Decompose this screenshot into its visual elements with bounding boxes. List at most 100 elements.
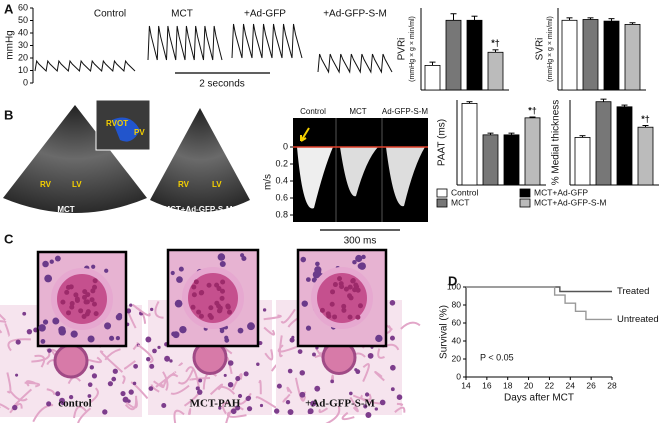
nucleus [307,410,312,415]
survival-line [466,286,612,321]
nucleus [115,335,121,341]
nucleus [305,277,311,282]
tissue-strand [0,320,7,334]
tissue-strand [187,408,192,416]
blood-cell [226,309,232,315]
nucleus [311,277,317,283]
bar [574,136,591,186]
nucleus [170,270,175,276]
blood-cell [220,288,226,294]
nucleus [152,348,157,354]
nucleus [390,364,396,371]
blood-cell [214,300,220,306]
tissue-strand [73,405,87,419]
nucleus [161,403,167,409]
tissue-strand [25,380,36,387]
tissue-strand [137,344,154,364]
y-tick-label: 0 [283,141,288,151]
nucleus [389,300,396,306]
structure-label: LV [72,180,82,189]
blood-cell [196,309,202,315]
nucleus [352,259,357,265]
scale-bar-label: 2 seconds [199,79,245,90]
tissue-strand [7,338,31,352]
blood-cell [343,286,349,292]
blood-cell [357,303,363,309]
structure-label: RV [40,180,52,189]
nucleus [312,270,321,279]
tissue-strand [173,409,185,423]
tissue-strand [280,308,296,324]
tissue-strand [264,349,274,361]
blood-cell [332,314,338,320]
nucleus [148,386,154,391]
blood-cell [84,311,90,317]
nucleus [227,381,234,388]
nucleus [219,260,226,267]
nucleus [259,403,264,408]
tissue-strand [377,348,385,359]
blood-cell [337,276,343,282]
blood-cell [81,294,87,300]
panel-label: A [4,1,14,16]
y-tick-label: 60 [452,317,462,327]
nucleus [58,328,67,336]
blood-cell [84,299,90,305]
tissue-strand [34,354,46,368]
tissue-strand [123,360,136,370]
nucleus [15,373,19,377]
annotation: P < 0.05 [480,352,514,362]
bar [624,23,641,91]
x-axis-label: Days after MCT [504,393,574,404]
group-label: MCT [349,107,366,116]
tissue-strand [9,402,23,414]
legend-swatch [519,188,531,198]
blood-cell [355,314,361,320]
nucleus [315,261,320,267]
image-caption: MCT-PAH [190,398,241,410]
y-axis-label: m/s [263,174,274,190]
nucleus [365,412,372,418]
nucleus [314,385,321,392]
nucleus [150,307,154,312]
nucleus [258,340,263,346]
image-caption: control [58,398,91,410]
x-tick-label: 18 [503,380,513,390]
bar [524,117,541,186]
y-tick-label: 0.2 [275,158,288,168]
nucleus [287,368,293,374]
nucleus [299,391,306,398]
blood-cell [199,290,205,296]
vessel [53,343,89,379]
legend-label: MCT+Ad-GFP-S-M [534,197,607,207]
bar [503,134,520,186]
legend-label: Control [451,187,479,197]
nucleus [273,408,280,414]
blood-cell [219,295,225,301]
nucleus [54,255,61,262]
tissue-strand [231,373,243,391]
series-label: Treated [617,286,649,297]
nucleus [227,360,234,366]
nucleus [237,393,243,399]
nucleus [126,308,132,314]
bar [561,19,578,91]
nucleus [26,328,33,335]
y-axis-label: PVRi [397,38,408,61]
nucleus [195,386,200,391]
nucleus [157,345,161,350]
nucleus [112,368,118,374]
tissue-strand [352,393,372,401]
tissue-strand [77,407,92,423]
tissue-strand [99,350,124,373]
bar [487,51,504,91]
nucleus [355,254,363,263]
tissue-strand [121,375,126,385]
nucleus [312,352,316,357]
nucleus [172,331,180,339]
tissue-strand [89,387,99,404]
nucleus [297,349,303,354]
nucleus [133,363,138,369]
nucleus [361,254,366,260]
significance: *† [528,105,537,115]
